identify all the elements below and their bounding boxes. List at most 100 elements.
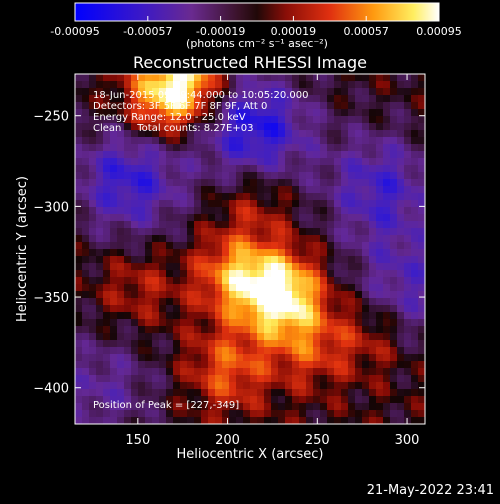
heatmap-cell xyxy=(194,354,202,362)
heatmap-cell xyxy=(152,193,160,201)
heatmap-cell xyxy=(110,354,118,362)
heatmap-cell xyxy=(89,403,97,411)
heatmap-cell xyxy=(124,193,132,201)
heatmap-cell xyxy=(397,249,405,257)
heatmap-cell xyxy=(334,347,342,355)
heatmap-cell xyxy=(369,116,377,124)
heatmap-cell xyxy=(313,333,321,341)
heatmap-cell xyxy=(131,158,139,166)
heatmap-cell xyxy=(411,375,419,383)
heatmap-cell xyxy=(89,368,97,376)
heatmap-cell xyxy=(124,347,132,355)
heatmap-cell xyxy=(306,361,314,369)
heatmap-cell xyxy=(208,137,216,145)
heatmap-cell xyxy=(411,81,419,89)
heatmap-cell xyxy=(369,130,377,138)
heatmap-cell xyxy=(208,200,216,208)
heatmap-cell xyxy=(124,389,132,397)
heatmap-cell xyxy=(369,263,377,271)
heatmap-cell xyxy=(152,277,160,285)
heatmap-cell xyxy=(411,200,419,208)
heatmap-cell xyxy=(201,88,209,96)
heatmap-cell xyxy=(166,319,174,327)
heatmap-cell xyxy=(166,284,174,292)
heatmap-cell xyxy=(250,214,258,222)
heatmap-cell xyxy=(208,109,216,117)
heatmap-cell xyxy=(152,214,160,222)
heatmap-cell xyxy=(250,368,258,376)
heatmap-cell xyxy=(299,319,307,327)
heatmap-cell xyxy=(131,144,139,152)
heatmap-cell xyxy=(327,242,335,250)
heatmap-cell xyxy=(418,158,425,166)
heatmap-cell xyxy=(348,410,356,418)
heatmap-cell xyxy=(166,333,174,341)
heatmap-cell xyxy=(292,179,300,187)
heatmap-cell xyxy=(341,116,349,124)
heatmap-cell xyxy=(341,193,349,201)
heatmap-cell xyxy=(327,123,335,131)
heatmap-cell xyxy=(278,144,286,152)
heatmap-cell xyxy=(348,375,356,383)
heatmap-cell xyxy=(369,312,377,320)
heatmap-cell xyxy=(292,137,300,145)
heatmap-cell xyxy=(264,305,272,313)
heatmap-cell xyxy=(292,249,300,257)
heatmap-cell xyxy=(355,326,363,334)
heatmap-cell xyxy=(215,361,223,369)
heatmap-cell xyxy=(96,340,104,348)
heatmap-cell xyxy=(173,256,181,264)
heatmap-cell xyxy=(376,81,384,89)
heatmap-cell xyxy=(208,403,216,411)
heatmap-cell xyxy=(180,193,188,201)
heatmap-cell xyxy=(124,88,132,96)
heatmap-cell xyxy=(376,312,384,320)
heatmap-cell xyxy=(159,221,167,229)
heatmap-cell xyxy=(334,249,342,257)
heatmap-cell xyxy=(194,417,202,424)
heatmap-cell xyxy=(124,249,132,257)
heatmap-cell xyxy=(201,417,209,424)
heatmap-cell xyxy=(271,277,279,285)
heatmap-cell xyxy=(159,389,167,397)
heatmap-cell xyxy=(96,95,104,103)
heatmap-cell xyxy=(334,382,342,390)
heatmap-cell xyxy=(96,298,104,306)
heatmap-cell xyxy=(250,361,258,369)
heatmap-cell xyxy=(173,417,181,424)
heatmap-cell xyxy=(110,375,118,383)
heatmap-cell xyxy=(173,144,181,152)
heatmap-cell xyxy=(243,193,251,201)
heatmap-cell xyxy=(131,137,139,145)
heatmap-cell xyxy=(82,256,90,264)
heatmap-cell xyxy=(397,109,405,117)
heatmap-cell xyxy=(320,137,328,145)
heatmap-cell xyxy=(257,284,265,292)
heatmap-cell xyxy=(96,375,104,383)
heatmap-cell xyxy=(152,165,160,173)
heatmap-cell xyxy=(201,109,209,117)
heatmap-cell xyxy=(201,116,209,124)
heatmap-cell xyxy=(75,249,83,257)
heatmap-cell xyxy=(103,417,111,424)
heatmap-cell xyxy=(173,74,181,82)
heatmap-cell xyxy=(362,403,370,411)
heatmap-cell xyxy=(131,326,139,334)
heatmap-cell xyxy=(180,74,188,82)
heatmap-cell xyxy=(299,95,307,103)
heatmap-cell xyxy=(166,410,174,418)
heatmap-cell xyxy=(187,88,195,96)
heatmap-cell xyxy=(404,137,412,145)
heatmap-cell xyxy=(306,403,314,411)
heatmap-cell xyxy=(397,158,405,166)
heatmap-cell xyxy=(264,340,272,348)
heatmap-cell xyxy=(348,361,356,369)
heatmap-cell xyxy=(180,144,188,152)
heatmap-cell xyxy=(229,151,237,159)
heatmap-cell xyxy=(159,249,167,257)
heatmap-cell xyxy=(369,256,377,264)
heatmap-cell xyxy=(292,389,300,397)
heatmap-cell xyxy=(376,326,384,334)
heatmap-cell xyxy=(306,123,314,131)
heatmap-cell xyxy=(292,144,300,152)
